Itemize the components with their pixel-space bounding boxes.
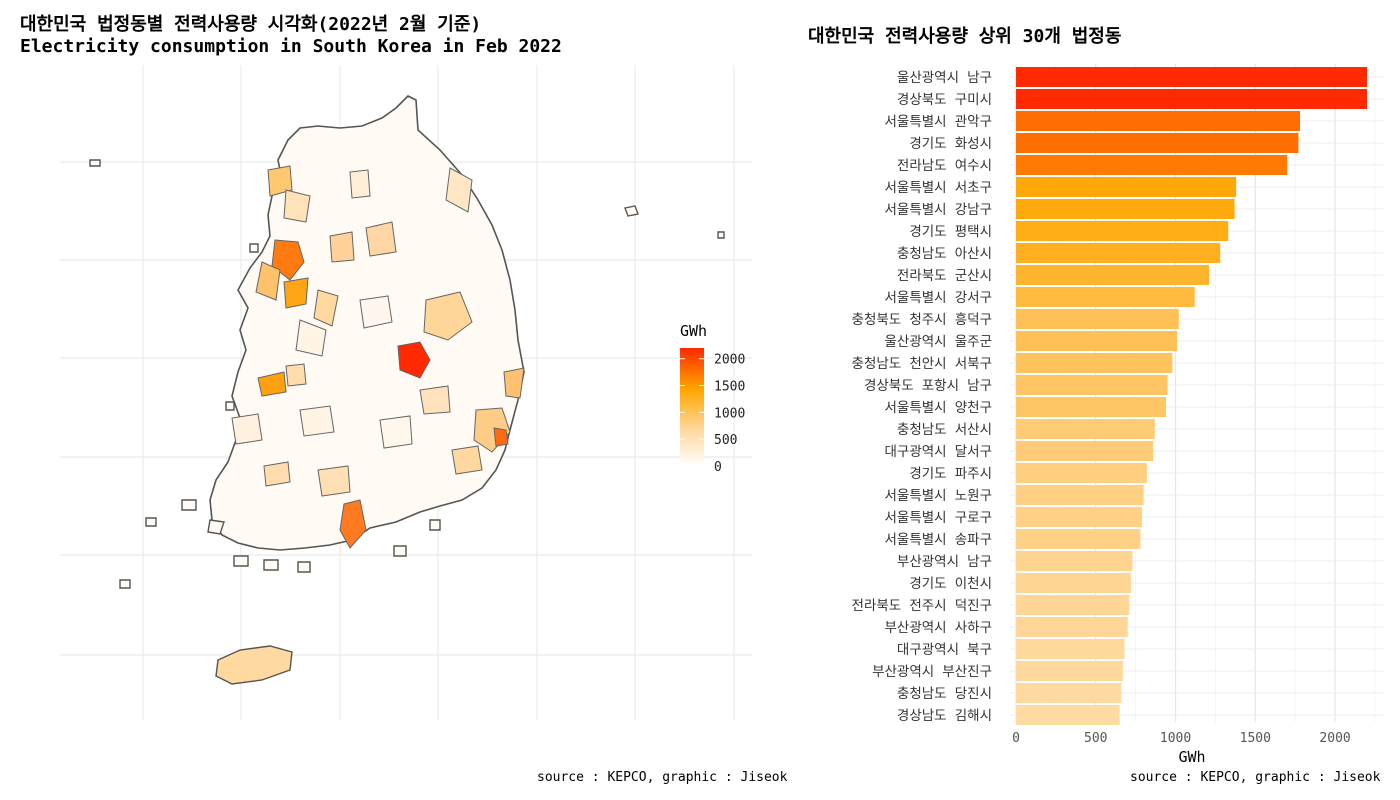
left-chart-subtitle: Electricity consumption in South Korea i… — [20, 36, 562, 57]
bar — [1016, 265, 1210, 285]
bar-category-label: 전라남도 여수시 — [897, 158, 992, 174]
bar-category-label: 경상북도 포항시 남구 — [864, 378, 992, 394]
bar-category-label: 울산광역시 남구 — [897, 70, 992, 86]
bar — [1016, 661, 1123, 681]
bar — [1016, 639, 1125, 659]
bar-category-label: 서울특별시 구로구 — [885, 510, 993, 526]
bar-x-tick-label: 500 — [1084, 731, 1107, 746]
bar-category-label: 서울특별시 서초구 — [885, 180, 993, 196]
choropleth-map: 0 500 1000 1500 2000 — [60, 65, 752, 720]
bar-x-tick-label: 1500 — [1240, 731, 1271, 746]
bar-category-label: 울산광역시 울주군 — [885, 334, 993, 350]
bar-category-label: 경상북도 구미시 — [897, 92, 992, 108]
bar — [1016, 551, 1133, 571]
bar-series — [1016, 67, 1367, 725]
bar-category-label: 경기도 평택시 — [909, 224, 992, 240]
legend-tick-label: 500 — [714, 433, 737, 448]
bar-category-label: 경상남도 김해시 — [897, 708, 992, 724]
bar-category-label: 충청남도 천안시 서북구 — [852, 356, 992, 372]
bar — [1016, 375, 1168, 395]
bar-category-label: 서울특별시 관악구 — [885, 114, 993, 130]
bar-x-tick-label: 0 — [1012, 731, 1020, 746]
bar — [1016, 243, 1221, 263]
left-source-caption: source : KEPCO, graphic : Jiseok — [537, 770, 788, 785]
bar — [1016, 133, 1299, 153]
bar — [1016, 705, 1120, 725]
bar — [1016, 221, 1229, 241]
map-islands — [89, 159, 725, 685]
bar-category-label: 서울특별시 강남구 — [885, 202, 993, 218]
bar-category-label: 부산광역시 부산진구 — [872, 664, 992, 680]
bar — [1016, 89, 1367, 109]
bar-category-label: 경기도 파주시 — [909, 466, 992, 482]
bar — [1016, 617, 1128, 637]
legend-tick-label: 2000 — [714, 353, 745, 368]
bar-category-label: 전라북도 전주시 덕진구 — [852, 598, 992, 614]
bar — [1016, 463, 1147, 483]
map-districts — [231, 165, 525, 549]
bar — [1016, 67, 1367, 87]
legend-colorbar: 0 500 1000 1500 2000 — [680, 348, 745, 475]
right-chart-title: 대한민국 전력사용량 상위 30개 법정동 — [808, 26, 1122, 47]
bar-x-tick-label: 2000 — [1319, 731, 1350, 746]
bar-category-label: 충청남도 서산시 — [897, 422, 992, 438]
left-chart-title: 대한민국 법정동별 전력사용량 시각화(2022년 2월 기준) — [20, 14, 482, 35]
right-source-caption: source : KEPCO, graphic : Jiseok — [1130, 770, 1381, 785]
bar-category-label: 전라북도 군산시 — [897, 268, 992, 284]
bar — [1016, 573, 1131, 593]
bar-category-label: 대구광역시 북구 — [897, 642, 992, 658]
bar-category-label: 충청남도 아산시 — [897, 246, 992, 262]
bar-x-tick-label: 1000 — [1160, 731, 1191, 746]
bar-category-label: 부산광역시 남구 — [897, 554, 992, 570]
bar-category-label: 충청남도 당진시 — [897, 686, 992, 702]
bar — [1016, 397, 1166, 417]
bar — [1016, 177, 1237, 197]
bar — [1016, 287, 1195, 307]
bar-category-label: 부산광역시 사하구 — [885, 620, 993, 636]
bar — [1016, 485, 1144, 505]
bar-category-label: 서울특별시 강서구 — [885, 290, 993, 306]
bar-category-label: 서울특별시 노원구 — [885, 488, 993, 504]
bar — [1016, 595, 1130, 615]
bar — [1016, 683, 1122, 703]
legend-tick-label: 1000 — [714, 406, 745, 421]
bar — [1016, 331, 1178, 351]
bar-x-axis-label: GWh — [1178, 748, 1205, 766]
bar — [1016, 419, 1155, 439]
bar — [1016, 507, 1143, 527]
legend-tick-label: 0 — [714, 460, 722, 475]
bar-category-label: 경기도 화성시 — [909, 136, 992, 152]
legend-title: GWh — [680, 322, 708, 340]
bar-category-label: 충청북도 청주시 흥덕구 — [852, 312, 992, 328]
bar-category-label: 서울특별시 송파구 — [885, 532, 993, 548]
bar — [1016, 529, 1141, 549]
bar-x-ticks: 0 500 1000 1500 2000 — [1012, 731, 1351, 746]
bar — [1016, 155, 1288, 175]
bar — [1016, 353, 1173, 373]
bar-category-label: 대구광역시 달서구 — [885, 444, 993, 460]
bar — [1016, 199, 1235, 219]
legend-tick-label: 1500 — [714, 380, 745, 395]
bar-category-label: 경기도 이천시 — [909, 576, 992, 592]
bar — [1016, 309, 1179, 329]
bar-category-label: 서울특별시 양천구 — [885, 400, 993, 416]
bar — [1016, 441, 1154, 461]
bar — [1016, 111, 1300, 131]
